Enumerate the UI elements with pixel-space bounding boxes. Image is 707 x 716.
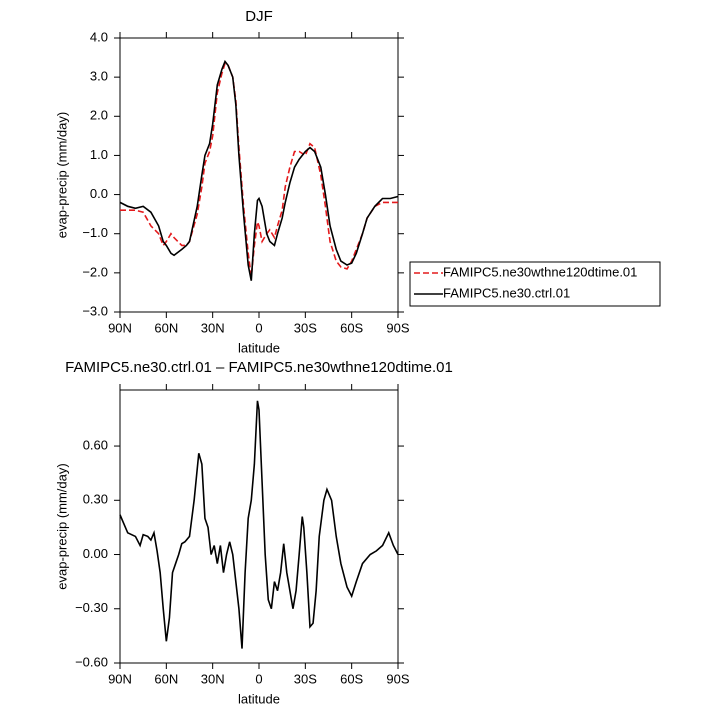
y-tick-label: 0.00 bbox=[83, 546, 108, 561]
x-tick-label: 90N bbox=[108, 320, 132, 335]
x-tick-label: 90S bbox=[386, 671, 409, 686]
x-tick-label: 0 bbox=[255, 671, 262, 686]
y-tick-label: 4.0 bbox=[90, 29, 108, 44]
x-tick-label: 60S bbox=[340, 671, 363, 686]
y-tick-label: 2.0 bbox=[90, 108, 108, 123]
x-tick-label: 0 bbox=[255, 320, 262, 335]
y-tick-label: −3.0 bbox=[82, 303, 108, 318]
y-tick-label: 3.0 bbox=[90, 69, 108, 84]
x-axis-label: latitude bbox=[238, 340, 280, 355]
legend-label: FAMIPC5.ne30wthne120dtime.01 bbox=[443, 264, 637, 279]
series-line bbox=[120, 62, 398, 277]
y-axis-label: evap-precip (mm/day) bbox=[54, 463, 69, 589]
chart-title: FAMIPC5.ne30.ctrl.01 – FAMIPC5.ne30wthne… bbox=[65, 359, 453, 376]
x-tick-label: 60N bbox=[154, 320, 178, 335]
y-tick-label: 0.30 bbox=[83, 492, 108, 507]
legend-label: FAMIPC5.ne30.ctrl.01 bbox=[443, 285, 570, 300]
plot-frame bbox=[119, 389, 399, 664]
x-tick-label: 60S bbox=[340, 320, 363, 335]
y-tick-label: −0.30 bbox=[75, 600, 108, 615]
series-line bbox=[119, 59, 399, 281]
x-tick-label: 90S bbox=[386, 320, 409, 335]
y-tick-label: 1.0 bbox=[90, 147, 108, 162]
legend-box bbox=[409, 261, 661, 307]
x-tick-label: 30S bbox=[294, 320, 317, 335]
x-axis-label: latitude bbox=[238, 691, 280, 706]
y-tick-label: −0.60 bbox=[75, 654, 108, 669]
y-tick-label: 0.0 bbox=[90, 186, 108, 201]
y-axis-label: evap-precip (mm/day) bbox=[54, 112, 69, 238]
x-tick-label: 60N bbox=[154, 671, 178, 686]
y-tick-label: −1.0 bbox=[82, 225, 108, 240]
x-tick-label: 30N bbox=[201, 320, 225, 335]
series-line bbox=[119, 400, 399, 649]
x-tick-label: 30N bbox=[201, 671, 225, 686]
x-tick-label: 90N bbox=[108, 671, 132, 686]
y-tick-label: 0.60 bbox=[83, 437, 108, 452]
x-tick-label: 30S bbox=[294, 671, 317, 686]
y-tick-label: −2.0 bbox=[82, 264, 108, 279]
plot-frame bbox=[119, 37, 399, 313]
chart-title: DJF bbox=[245, 8, 273, 25]
